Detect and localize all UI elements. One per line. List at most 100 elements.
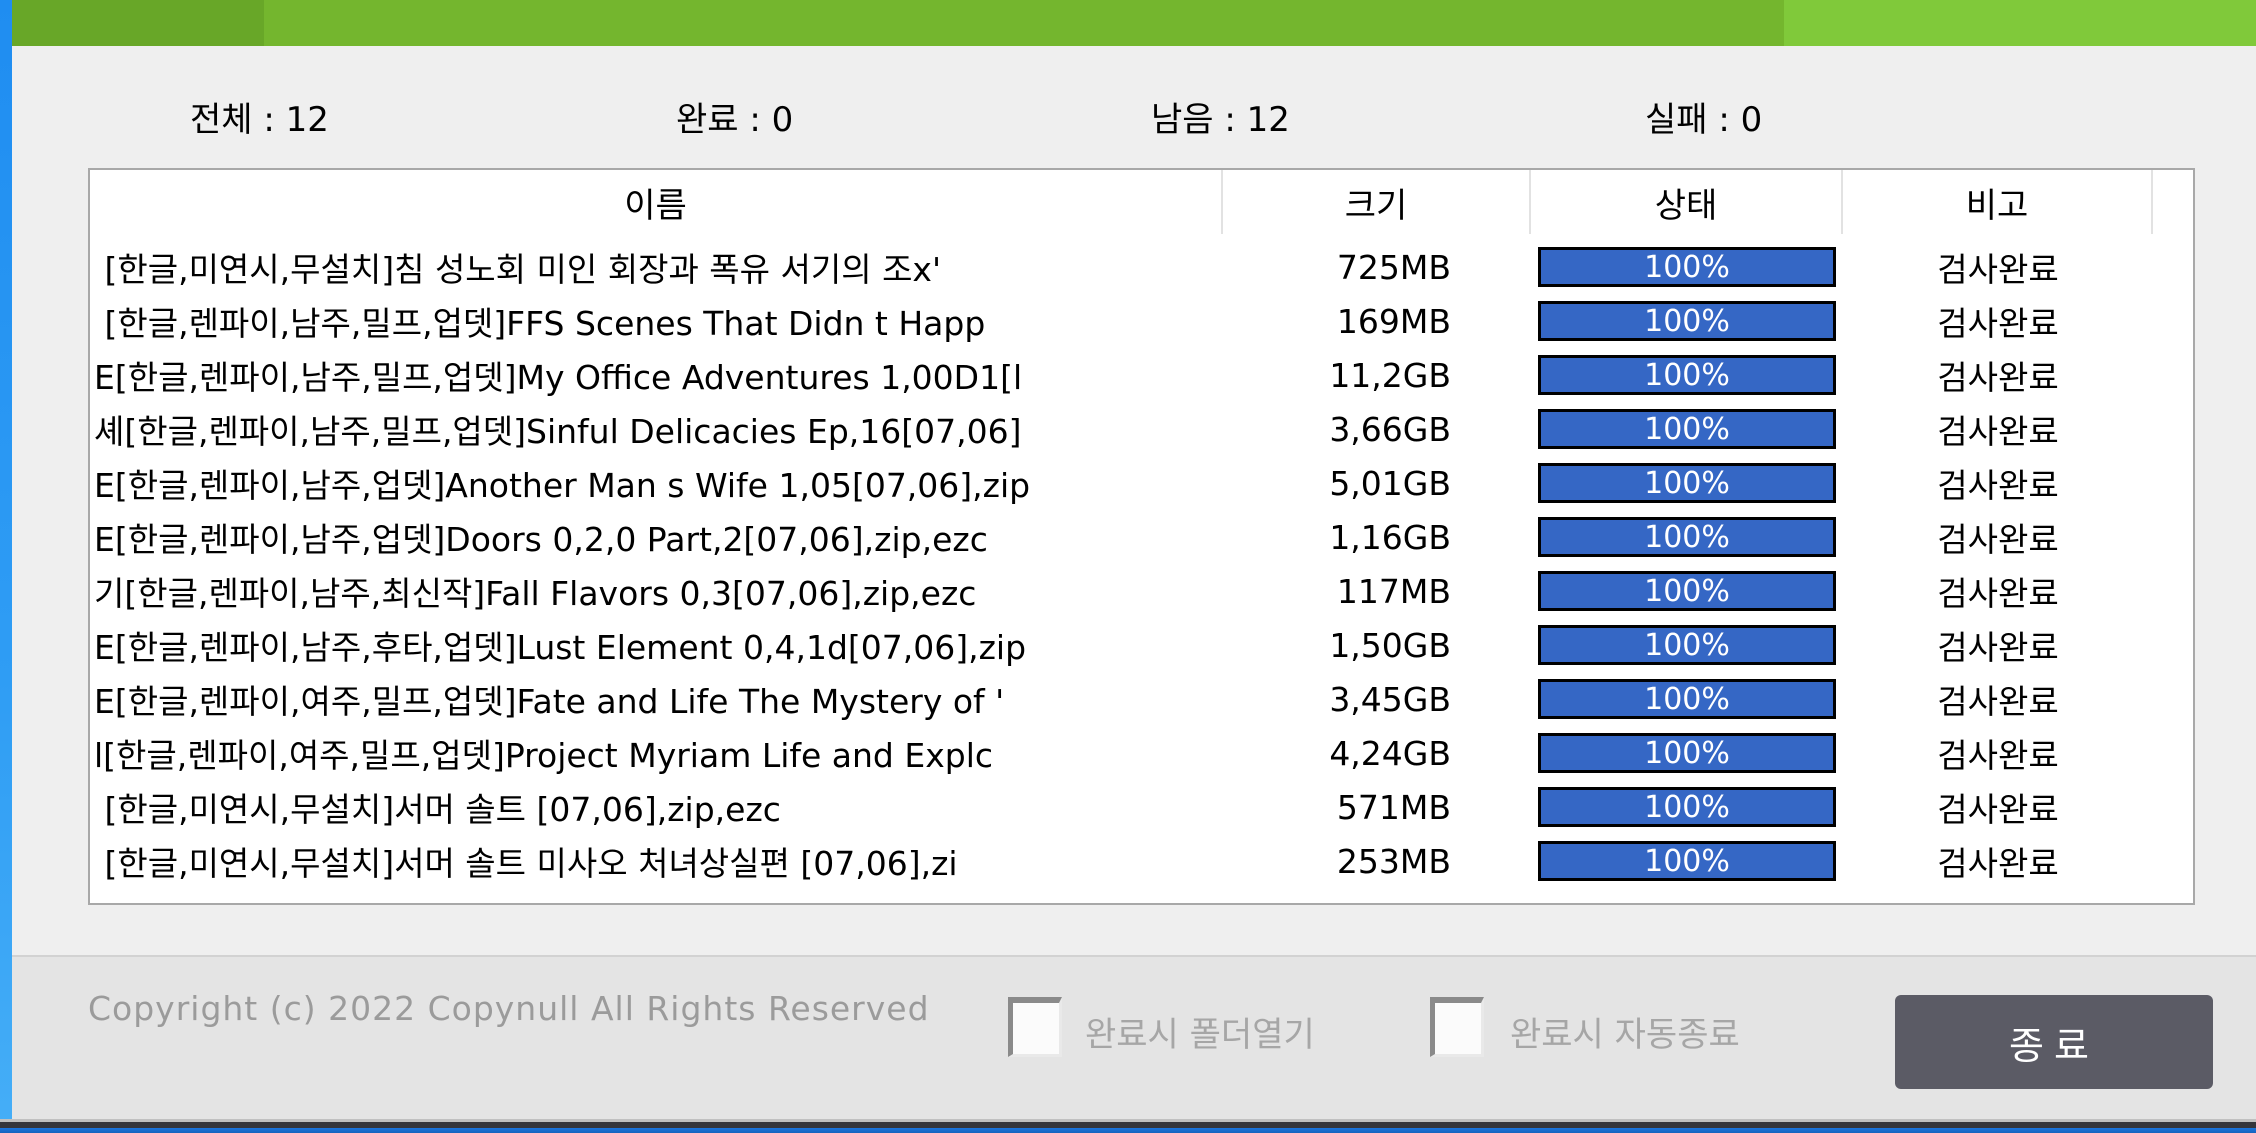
- file-status-cell: 100%: [1531, 571, 1843, 611]
- file-status-cell: 100%: [1531, 679, 1843, 719]
- column-header-name[interactable]: 이름: [90, 170, 1223, 234]
- progress-bar: 100%: [1538, 787, 1836, 827]
- progress-bar: 100%: [1538, 463, 1836, 503]
- file-size: 725MB: [1336, 247, 1451, 287]
- file-size: 1,16GB: [1329, 517, 1451, 557]
- table-row[interactable]: [한글,렌파이,남주,밀프,업뎃]FFS Scenes That Didn t …: [90, 294, 2193, 348]
- file-size: 5,01GB: [1329, 463, 1451, 503]
- file-note: 검사완료: [1937, 844, 2059, 883]
- stat-total: 전체 : 12: [190, 100, 329, 140]
- table-row[interactable]: E[한글,렌파이,남주,후타,업뎃]Lust Element 0,4,1d[07…: [90, 618, 2193, 672]
- column-header-size[interactable]: 크기: [1223, 170, 1531, 234]
- progress-bar: 100%: [1538, 409, 1836, 449]
- file-list-rows: [한글,미연시,무설치]침 성노회 미인 회장과 폭유 서기의 조x' 725MB…: [90, 234, 2193, 888]
- bottom-gray-strip: [0, 1119, 2256, 1122]
- file-name: [한글,미연시,무설치]서머 솔트 미사오 처녀상실편 [07,06],zi: [94, 844, 958, 883]
- file-name: 셰[한글,렌파이,남주,밀프,업뎃]Sinful Delicacies Ep,1…: [94, 412, 1022, 451]
- file-status-cell: 100%: [1531, 247, 1843, 287]
- file-name: E[한글,렌파이,남주,밀프,업뎃]My Office Adventures 1…: [94, 358, 1023, 397]
- file-status-cell: 100%: [1531, 625, 1843, 665]
- file-name: E[한글,렌파이,남주,업뎃]Doors 0,2,0 Part,2[07,06]…: [94, 520, 988, 559]
- file-size: 3,66GB: [1329, 409, 1451, 449]
- progress-bar: 100%: [1538, 733, 1836, 773]
- file-note: 검사완료: [1937, 412, 2059, 451]
- copyright-text: Copyright (c) 2022 Copynull All Rights R…: [88, 989, 930, 1028]
- table-row[interactable]: E[한글,렌파이,남주,업뎃]Doors 0,2,0 Part,2[07,06]…: [90, 510, 2193, 564]
- file-note: 검사완료: [1937, 790, 2059, 829]
- file-size: 169MB: [1336, 301, 1451, 341]
- file-name: 기[한글,렌파이,남주,최신작]Fall Flavors 0,3[07,06],…: [94, 574, 977, 613]
- progress-bar: 100%: [1538, 625, 1836, 665]
- window-left-edge-strip: [0, 0, 12, 1133]
- file-size: 253MB: [1336, 841, 1451, 881]
- file-status-cell: 100%: [1531, 787, 1843, 827]
- file-status-cell: 100%: [1531, 301, 1843, 341]
- progress-bar: 100%: [1538, 841, 1836, 881]
- file-status-cell: 100%: [1531, 841, 1843, 881]
- file-status-cell: 100%: [1531, 409, 1843, 449]
- file-note: 검사완료: [1937, 628, 2059, 667]
- table-row[interactable]: E[한글,렌파이,남주,업뎃]Another Man s Wife 1,05[0…: [90, 456, 2193, 510]
- progress-bar: 100%: [1538, 247, 1836, 287]
- table-row[interactable]: E[한글,렌파이,여주,밀프,업뎃]Fate and Life The Myst…: [90, 672, 2193, 726]
- stat-failed: 실패 : 0: [1645, 100, 1763, 140]
- file-note: 검사완료: [1937, 304, 2059, 343]
- footer-divider: [12, 955, 2256, 957]
- auto-exit-checkbox[interactable]: [1430, 997, 1484, 1057]
- file-note: 검사완료: [1937, 574, 2059, 613]
- open-folder-checkbox[interactable]: [1008, 997, 1062, 1057]
- file-size: 117MB: [1336, 571, 1451, 611]
- table-row[interactable]: [한글,미연시,무설치]서머 솔트 미사오 처녀상실편 [07,06],zi 25…: [90, 834, 2193, 888]
- bottom-dark-strip: [0, 1122, 2256, 1128]
- file-name: [한글,미연시,무설치]서머 솔트 [07,06],zip,ezc: [94, 790, 781, 829]
- title-bar-segment-light: [1784, 0, 2256, 46]
- file-size: 3,45GB: [1329, 679, 1451, 719]
- file-list: 이름 크기 상태 비고 [한글,미연시,무설치]침 성노회 미인 회장과 폭유 서기의…: [88, 168, 2195, 905]
- exit-button[interactable]: 종료: [1895, 995, 2213, 1089]
- file-name: [한글,미연시,무설치]침 성노회 미인 회장과 폭유 서기의 조x': [94, 250, 942, 289]
- column-header-status[interactable]: 상태: [1531, 170, 1843, 234]
- file-status-cell: 100%: [1531, 517, 1843, 557]
- stat-remaining: 남음 : 12: [1151, 100, 1290, 140]
- progress-bar: 100%: [1538, 679, 1836, 719]
- file-status-cell: 100%: [1531, 463, 1843, 503]
- bottom-blue-strip: [0, 1128, 2256, 1133]
- file-list-header: 이름 크기 상태 비고: [90, 170, 2193, 234]
- progress-bar: 100%: [1538, 571, 1836, 611]
- column-header-extra: [2153, 170, 2193, 234]
- table-row[interactable]: 셰[한글,렌파이,남주,밀프,업뎃]Sinful Delicacies Ep,1…: [90, 402, 2193, 456]
- table-row[interactable]: l[한글,렌파이,여주,밀프,업뎃]Project Myriam Life an…: [90, 726, 2193, 780]
- title-bar[interactable]: [12, 0, 2256, 46]
- file-note: 검사완료: [1937, 682, 2059, 721]
- file-size: 4,24GB: [1329, 733, 1451, 773]
- progress-bar: 100%: [1538, 355, 1836, 395]
- stats-bar: 전체 : 12 완료 : 0 남음 : 12 실패 : 0: [0, 92, 2256, 140]
- file-status-cell: 100%: [1531, 733, 1843, 773]
- file-size: 1,50GB: [1329, 625, 1451, 665]
- stat-done: 완료 : 0: [676, 100, 794, 140]
- file-name: E[한글,렌파이,남주,후타,업뎃]Lust Element 0,4,1d[07…: [94, 628, 1027, 667]
- title-bar-segment-dark: [12, 0, 264, 46]
- file-name: E[한글,렌파이,남주,업뎃]Another Man s Wife 1,05[0…: [94, 466, 1031, 505]
- table-row[interactable]: [한글,미연시,무설치]서머 솔트 [07,06],zip,ezc 571MB 10…: [90, 780, 2193, 834]
- progress-bar: 100%: [1538, 517, 1836, 557]
- table-row[interactable]: 기[한글,렌파이,남주,최신작]Fall Flavors 0,3[07,06],…: [90, 564, 2193, 618]
- file-status-cell: 100%: [1531, 355, 1843, 395]
- open-folder-checkbox-label: 완료시 폴더열기: [1085, 1015, 1315, 1055]
- file-note: 검사완료: [1937, 466, 2059, 505]
- file-note: 검사완료: [1937, 520, 2059, 559]
- file-size: 11,2GB: [1329, 355, 1451, 395]
- file-size: 571MB: [1336, 787, 1451, 827]
- footer-bar: Copyright (c) 2022 Copynull All Rights R…: [12, 957, 2256, 1119]
- file-note: 검사완료: [1937, 250, 2059, 289]
- table-row[interactable]: E[한글,렌파이,남주,밀프,업뎃]My Office Adventures 1…: [90, 348, 2193, 402]
- file-note: 검사완료: [1937, 736, 2059, 775]
- progress-bar: 100%: [1538, 301, 1836, 341]
- auto-exit-checkbox-label: 완료시 자동종료: [1510, 1015, 1740, 1055]
- table-row[interactable]: [한글,미연시,무설치]침 성노회 미인 회장과 폭유 서기의 조x' 725MB…: [90, 240, 2193, 294]
- file-name: [한글,렌파이,남주,밀프,업뎃]FFS Scenes That Didn t …: [94, 304, 986, 343]
- file-note: 검사완료: [1937, 358, 2059, 397]
- file-name: E[한글,렌파이,여주,밀프,업뎃]Fate and Life The Myst…: [94, 682, 1005, 721]
- column-header-note[interactable]: 비고: [1843, 170, 2153, 234]
